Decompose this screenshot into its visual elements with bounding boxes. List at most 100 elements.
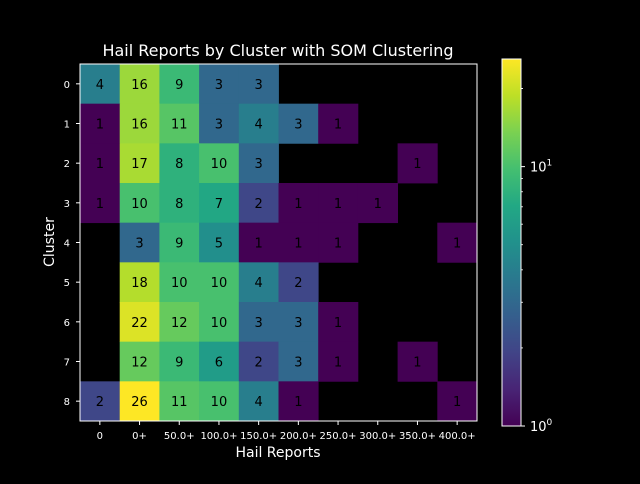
heatmap-cell: [199, 341, 240, 382]
x-tick-label: 100.0+: [200, 431, 237, 442]
y-tick-label: 8: [64, 397, 70, 408]
cell-value-label: 3: [294, 316, 302, 331]
cell-value-label: 1: [255, 237, 263, 252]
heatmap-cell: [238, 183, 279, 224]
heatmap-cell: [318, 341, 359, 382]
heatmap-cell: [159, 222, 200, 263]
heatmap-cell: [119, 183, 160, 224]
cell-value-label: 18: [131, 276, 148, 291]
cell-value-label: 1: [294, 237, 302, 252]
cell-value-label: 1: [96, 118, 104, 133]
y-tick-label: 1: [64, 120, 70, 131]
cell-value-label: 1: [294, 197, 302, 212]
x-tick-label: 350.0+: [399, 431, 436, 442]
cell-value-label: 16: [131, 78, 148, 93]
cell-value-label: 12: [171, 316, 188, 331]
heatmap-cell: [238, 262, 279, 303]
heatmap-cell: [199, 143, 240, 184]
cell-value-label: 4: [255, 276, 263, 291]
cell-value-label: 7: [215, 197, 223, 212]
heatmap-cell: [159, 103, 200, 144]
cell-value-label: 2: [294, 276, 302, 291]
cell-value-label: 11: [171, 395, 188, 410]
cell-value-label: 3: [135, 237, 143, 252]
heatmap-cell: [238, 64, 279, 105]
x-tick-label: 50.0+: [164, 431, 195, 442]
y-tick-label: 2: [64, 159, 70, 170]
cell-value-label: 4: [255, 118, 263, 133]
cell-value-label: 1: [294, 395, 302, 410]
heatmap-cell: [397, 341, 438, 382]
x-tick-label: 0+: [132, 431, 147, 442]
cell-value-label: 1: [334, 118, 342, 133]
cell-value-label: 3: [215, 118, 223, 133]
heatmap-cell: [199, 302, 240, 343]
heatmap-cell: [357, 183, 398, 224]
cell-value-label: 1: [413, 356, 421, 371]
heatmap-cell: [80, 143, 121, 184]
heatmap-cell: [119, 64, 160, 105]
heatmap-cell: [397, 143, 438, 184]
cell-value-label: 1: [334, 197, 342, 212]
x-tick-label: 250.0+: [320, 431, 357, 442]
heatmap-cell: [199, 222, 240, 263]
cell-value-label: 1: [374, 197, 382, 212]
cell-value-label: 4: [255, 395, 263, 410]
heatmap-cell: [119, 302, 160, 343]
cell-value-label: 5: [215, 237, 223, 252]
colorbar-tick-label: 100: [530, 418, 553, 435]
heatmap-cell: [238, 103, 279, 144]
heatmap-cell: [278, 262, 319, 303]
colorbar: 101 100: [501, 58, 553, 435]
heatmap-cell: [119, 381, 160, 422]
cell-value-label: 10: [211, 157, 228, 172]
heatmap-cell: [80, 381, 121, 422]
cell-value-label: 10: [211, 395, 228, 410]
cell-value-label: 2: [255, 197, 263, 212]
heatmap-value-labels: 4 16 9 3 31 16 11 3 4 3 11 17 8 10 3 11 10 8 7 2 1 1 13 9 5 1 1 1 11…: [96, 78, 462, 410]
heatmap-cell: [318, 103, 359, 144]
heatmap-axes: 0 0+ 50.0+ 100.0+ 150.0+ 200.0+ 250.0+ 300.0+ 35…: [64, 63, 478, 442]
heatmap-cell: [278, 341, 319, 382]
y-axis-label: Cluster: [42, 217, 58, 267]
cell-value-label: 8: [175, 157, 183, 172]
cell-value-label: 3: [215, 78, 223, 93]
cell-value-label: 17: [131, 157, 148, 172]
heatmap-cell: [437, 222, 478, 263]
y-tick-label: 0: [64, 80, 70, 91]
heatmap-cell: [318, 302, 359, 343]
heatmap-cell: [119, 262, 160, 303]
heatmap-cell: [437, 381, 478, 422]
y-tick-label: 4: [64, 239, 70, 250]
cell-value-label: 9: [175, 78, 183, 93]
heatmap-cell: [80, 64, 121, 105]
heatmap-cell: [159, 381, 200, 422]
x-tick-label: 300.0+: [359, 431, 396, 442]
chart-title: Hail Reports by Cluster with SOM Cluster…: [102, 41, 453, 60]
cell-value-label: 1: [96, 157, 104, 172]
heatmap-cell: [80, 183, 121, 224]
cell-value-label: 3: [294, 118, 302, 133]
x-axis-label: Hail Reports: [235, 445, 320, 461]
y-tick-label: 5: [64, 278, 70, 289]
cell-value-label: 26: [131, 395, 148, 410]
heatmap-cell: [278, 183, 319, 224]
cell-value-label: 3: [255, 78, 263, 93]
heatmap-cell: [278, 103, 319, 144]
heatmap-cell: [159, 262, 200, 303]
heatmap-cell: [318, 222, 359, 263]
heatmap-cell: [238, 143, 279, 184]
cell-value-label: 1: [96, 197, 104, 212]
cell-value-label: 10: [171, 276, 188, 291]
cell-value-label: 10: [211, 276, 228, 291]
x-tick-label: 400.0+: [439, 431, 476, 442]
cell-value-label: 1: [453, 237, 461, 252]
y-tick-label: 7: [64, 358, 70, 369]
heatmap-cell: [278, 381, 319, 422]
heatmap-cell: [238, 381, 279, 422]
heatmap-cell: [80, 103, 121, 144]
heatmap-cell: [199, 381, 240, 422]
heatmap-cell: [238, 302, 279, 343]
